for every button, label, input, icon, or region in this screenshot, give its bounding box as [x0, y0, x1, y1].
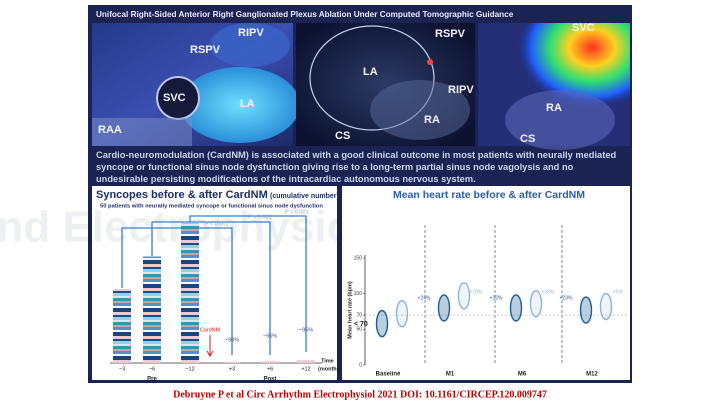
reduction-label: ~95% [299, 327, 313, 333]
change-label: +23% [560, 295, 573, 301]
chart-subtitle: 50 patients with neurally mediated synco… [100, 204, 323, 210]
x-tick-label: M6 [518, 372, 527, 378]
group-label: Pre [147, 377, 157, 383]
y-tick-label: 70 [356, 312, 362, 318]
image-label: RSPV [435, 28, 466, 40]
violin [529, 289, 543, 318]
bar [223, 361, 241, 363]
violin [437, 294, 451, 322]
image-label: CS [520, 133, 535, 145]
image-label: SVC [572, 22, 595, 34]
y-axis-label: Mean heart rate (bpm) [347, 281, 353, 339]
change-label: +22% [490, 295, 503, 301]
change-label: +24% [418, 295, 431, 301]
chart-title-note: (cumulative number) [270, 193, 339, 200]
image-label: RA [546, 102, 562, 114]
header-title: Unifocal Right-Sided Anterior Right Gang… [96, 10, 514, 19]
x-tick-label: ~6 [149, 366, 155, 372]
event-label: CardNM [200, 327, 221, 333]
violin [579, 296, 593, 324]
x-tick-label: ~12 [185, 366, 194, 372]
bar [261, 361, 279, 363]
summary-text: Cardio-neuromodulation (CardNM) is assoc… [96, 150, 617, 184]
p-value: P = 0.001 [285, 209, 309, 215]
bar [113, 289, 131, 363]
x-axis-label: (months) [318, 366, 342, 372]
ct-image-2: RSPV LA RIPV RA CS [296, 23, 475, 146]
image-label: RIPV [448, 84, 474, 96]
comparison-brackets [121, 215, 307, 355]
chart-title: Syncopes before & after CardNM [96, 189, 268, 201]
violin [599, 292, 613, 321]
x-tick-label: +3 [229, 366, 235, 372]
group-label: Post [263, 377, 276, 383]
x-tick-label: +12 [301, 366, 310, 372]
chart-panel [92, 186, 337, 380]
image-label: RSPV [190, 44, 221, 56]
image-label: SVC [163, 92, 186, 104]
event-arrow [206, 335, 214, 357]
x-tick-label: ~3 [119, 366, 125, 372]
ct-image-3: SVC RA CS [478, 22, 630, 150]
image-label: RIPV [238, 27, 264, 39]
change-label: +16% [542, 289, 555, 295]
bar [297, 360, 315, 363]
reduction-label: ~96% [263, 333, 277, 339]
change-label: +18% [470, 289, 483, 295]
violin [395, 299, 409, 328]
p-value: P < 0.001 [205, 221, 229, 227]
bar [181, 223, 199, 363]
citation: Debruyne P et al Circ Arrhythm Electroph… [173, 389, 547, 400]
violin [509, 294, 523, 322]
ct-image-1: RIPV RSPV SVC LA RAA [92, 23, 300, 146]
chart-panel [342, 186, 630, 380]
threshold-label: < 70 [354, 321, 368, 328]
p-value: P < 0.001 [248, 214, 272, 220]
reduction-label: ~98% [225, 337, 239, 343]
x-tick-label: M12 [586, 372, 598, 378]
x-axis-label: Time [321, 358, 334, 364]
violin [457, 282, 471, 310]
image-label: LA [240, 98, 255, 110]
bar [143, 256, 161, 363]
y-tick-label: 100 [354, 291, 363, 297]
y-tick-label: 0 [359, 362, 362, 368]
x-tick-label: +6 [267, 366, 273, 372]
change-label: +5% [613, 289, 624, 295]
image-label: RAA [98, 124, 122, 136]
violin [375, 309, 389, 338]
image-label: LA [363, 66, 378, 78]
chart-title: Mean heart rate before & after CardNM [393, 189, 585, 201]
separators [424, 225, 563, 365]
y-tick-label: 50 [356, 327, 362, 333]
image-label: RA [424, 114, 440, 126]
y-tick-label: 150 [354, 255, 363, 261]
x-tick-label: M1 [446, 372, 455, 378]
image-label: CS [335, 130, 350, 142]
x-tick-label: Baseline [376, 372, 401, 378]
